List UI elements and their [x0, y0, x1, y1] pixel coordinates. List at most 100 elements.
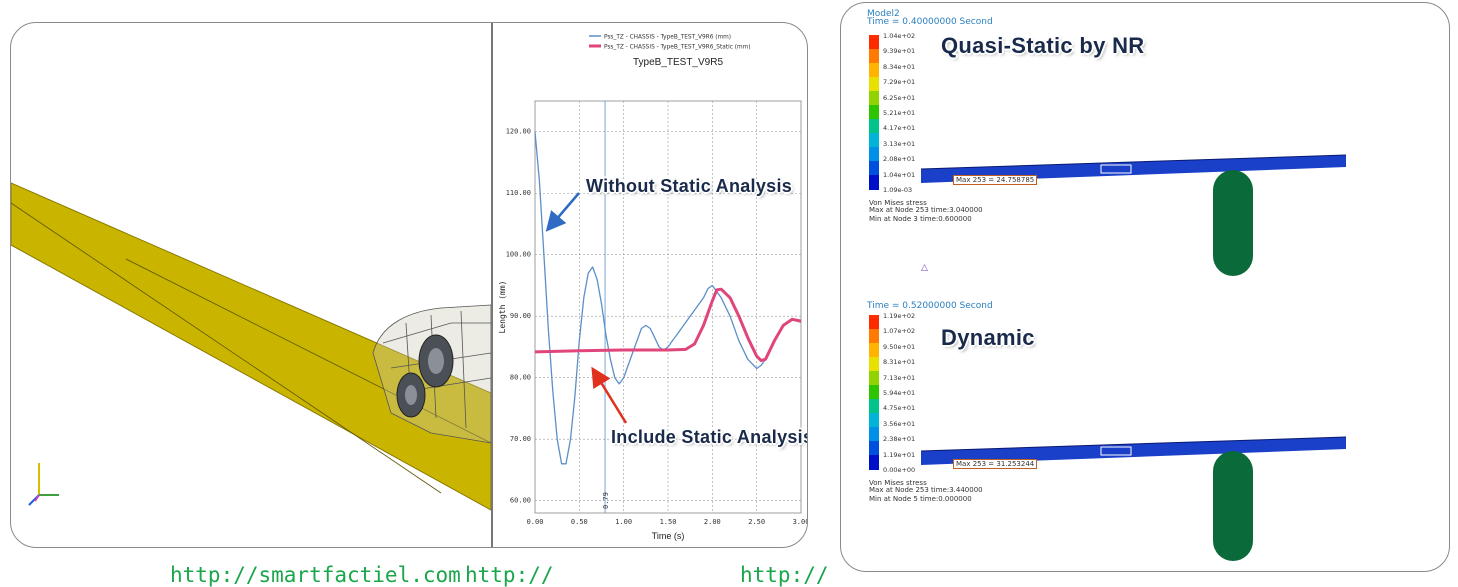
colorbar-swatch: [869, 413, 879, 428]
colorbar-swatch: [869, 49, 879, 64]
road-line: [11, 202, 442, 494]
colorbar-label: 1.09e-03: [883, 186, 913, 194]
tire-body: [1213, 451, 1253, 561]
time-cursor-label: 0.79: [602, 492, 610, 509]
colorbar-swatch: [869, 133, 879, 148]
colorbar-label: 7.13e+01: [883, 373, 916, 382]
vehicle-wheel: [428, 348, 444, 374]
colorbar-swatch: [869, 329, 879, 344]
x-tick-label: 0.00: [527, 518, 544, 526]
y-tick-label: 80.00: [510, 374, 531, 382]
y-tick-label: 110.00: [506, 189, 531, 197]
annotation-without-static: Without Static Analysis: [586, 176, 793, 196]
legend-label: Pss_TZ - CHASSIS - TypeB_TEST_V9R6 (mm): [604, 35, 731, 41]
fem-beam: [921, 436, 1347, 465]
colorbar-label: 7.29e+01: [883, 78, 916, 87]
legend-label: Pss_TZ - CHASSIS - TypeB_TEST_V9R6_Stati…: [604, 45, 751, 51]
colorbar-label: 1.04e+02: [883, 32, 916, 40]
fem-heading: Dynamic: [941, 325, 1035, 350]
stress-min-line: Min at Node 3 time:0.600000: [869, 215, 972, 223]
colorbar-label: 3.56e+01: [883, 419, 916, 428]
model-label: Model2: [867, 9, 900, 19]
chart-area: 0.00 0.50 1.00 1.50 2.00 2.50 3.00 60.00 70.00 80…: [493, 23, 807, 547]
y-tick-label: 90.00: [510, 312, 531, 320]
stress-max-line: Max at Node 253 time:3.040000: [869, 206, 983, 214]
colorbar: [869, 35, 879, 190]
colorbar-label: 0.00e+00: [883, 466, 916, 474]
time-label: Time = 0.52000000 Second: [867, 301, 993, 311]
footer-link[interactable]: http://smartfactiel.com: [170, 563, 461, 587]
colorbar: [869, 315, 879, 470]
fem-top-view[interactable]: Model2 Time = 0.40000000 Second 1.04e+02…: [841, 3, 1449, 293]
colorbar-label: 8.31e+01: [883, 358, 916, 367]
annotation-include-static: Include Static Analysis: [611, 427, 808, 447]
max-tag: Max 253 = 31.253244: [953, 459, 1038, 469]
colorbar-swatch: [869, 161, 879, 176]
colorbar-swatch: [869, 35, 879, 50]
colorbar-swatch: [869, 357, 879, 372]
colorbar-label: 1.19e+01: [883, 450, 916, 459]
time-label: Time = 0.40000000 Second: [867, 17, 993, 27]
colorbar-label: 2.08e+01: [883, 155, 916, 164]
left-panel: 0.00 0.50 1.00 1.50 2.00 2.50 3.00 60.00 70.00 80…: [10, 22, 808, 548]
x-tick-label: 1.50: [660, 518, 677, 526]
colorbar-label: 1.04e+01: [883, 170, 916, 179]
fem-bottom-view[interactable]: Time = 0.52000000 Second 1.19e+02 1.07e+0…: [841, 293, 1449, 571]
colorbar-labels: 1.04e+02 9.39e+01 8.34e+01 7.29e+01 6.25e+01…: [869, 32, 949, 195]
colorbar-swatch: [869, 77, 879, 92]
fem-heading: Quasi-Static by NR: [941, 33, 1145, 58]
x-axis-label: Time (s): [652, 531, 685, 541]
axis-triad-icon: [28, 463, 59, 506]
x-tick-label: 2.00: [704, 518, 721, 526]
colorbar-swatch: [869, 91, 879, 106]
colorbar-label: 8.34e+01: [883, 62, 916, 71]
series-line: [534, 287, 802, 362]
series-line: [534, 131, 802, 465]
colorbar-label: 4.75e+01: [883, 404, 916, 413]
fem-beam: [921, 154, 1347, 183]
colorbar-label: 9.50e+01: [883, 342, 916, 351]
chart-svg[interactable]: 0.00 0.50 1.00 1.50 2.00 2.50 3.00 60.00 70.00 80…: [493, 23, 807, 547]
colorbar-label: 3.13e+01: [883, 139, 916, 148]
stress-min-line: Min at Node 5 time:0.000000: [869, 495, 972, 503]
colorbar-swatch: [869, 147, 879, 162]
vehicle-wheel: [405, 385, 417, 405]
x-tick-label: 0.50: [571, 518, 588, 526]
colorbar-labels: 1.19e+02 1.07e+02 9.50e+01 8.31e+01 7.13e+01…: [869, 312, 949, 475]
colorbar-swatch: [869, 371, 879, 386]
axis-small-icon: △: [921, 263, 928, 273]
colorbar-label: 9.39e+01: [883, 47, 916, 56]
colorbar-swatch: [869, 399, 879, 414]
colorbar-label: 5.21e+01: [883, 109, 916, 117]
tire-body: [1213, 170, 1253, 276]
colorbar-swatch: [869, 385, 879, 400]
colorbar-label: 1.07e+02: [883, 327, 916, 336]
max-tag: Max 253 = 24.758785: [953, 175, 1038, 185]
x-tick-label: 1.00: [615, 518, 632, 526]
stress-max-line: Max at Node 253 time:3.440000: [869, 486, 983, 494]
colorbar-swatch: [869, 63, 879, 78]
stress-title: Von Mises stress: [869, 479, 927, 487]
colorbar-swatch: [869, 427, 879, 442]
y-tick-label: 60.00: [510, 497, 531, 505]
x-tick-label: 2.50: [748, 518, 765, 526]
colorbar-swatch: [869, 105, 879, 120]
colorbar-label: 1.19e+02: [883, 312, 916, 320]
panel-divider: [491, 23, 493, 547]
colorbar-label: 5.94e+01: [883, 389, 916, 397]
x-tick-label: 3.00: [793, 518, 807, 526]
colorbar-swatch: [869, 343, 879, 358]
footer-link[interactable]: http://: [465, 563, 554, 587]
y-tick-label: 120.00: [506, 128, 531, 136]
colorbar-swatch: [869, 441, 879, 456]
3d-viewport[interactable]: [11, 23, 492, 547]
road-scene: [11, 182, 492, 511]
road-line: [125, 258, 492, 444]
stress-title: Von Mises stress: [869, 199, 927, 207]
y-tick-label: 70.00: [510, 435, 531, 443]
colorbar-swatch: [869, 119, 879, 134]
footer-link[interactable]: http://: [740, 563, 829, 587]
colorbar-swatch: [869, 455, 879, 470]
colorbar-label: 4.17e+01: [883, 124, 916, 133]
colorbar-label: 6.25e+01: [883, 93, 916, 102]
